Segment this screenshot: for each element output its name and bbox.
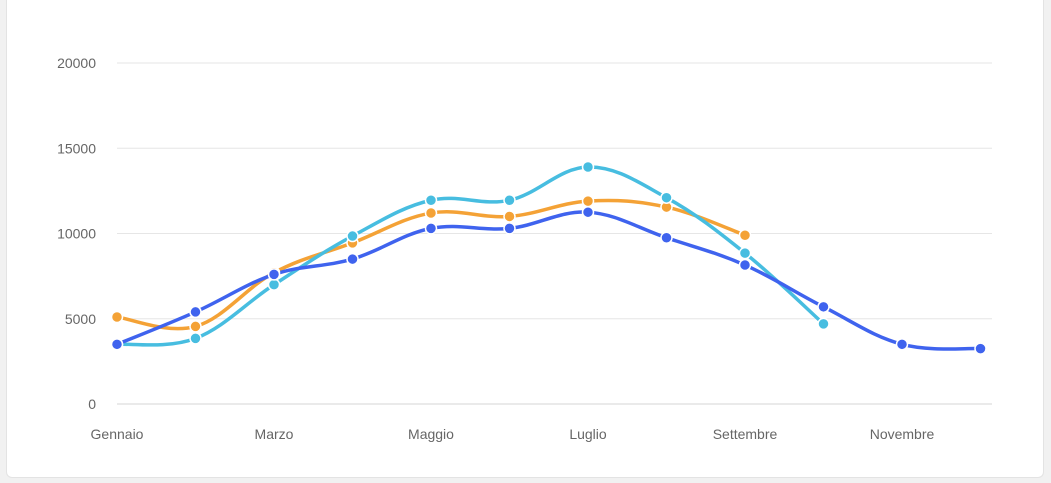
data-point[interactable]	[581, 194, 595, 208]
data-point[interactable]	[581, 205, 595, 219]
data-point[interactable]	[424, 194, 438, 207]
data-point[interactable]	[267, 278, 281, 291]
y-tick-label: 10000	[57, 226, 96, 242]
data-point[interactable]	[110, 310, 124, 324]
y-axis-labels: 0 5000 10000 15000 20000	[57, 55, 96, 412]
chart-card	[6, 0, 1044, 478]
x-tick-label: Gennaio	[91, 426, 144, 442]
data-point[interactable]	[189, 332, 202, 345]
data-point[interactable]	[267, 268, 281, 281]
data-point[interactable]	[503, 194, 516, 207]
data-point[interactable]	[660, 191, 673, 204]
data-point[interactable]	[738, 258, 752, 272]
y-tick-label: 15000	[57, 140, 96, 156]
data-point[interactable]	[581, 160, 595, 174]
x-tick-label: Luglio	[569, 426, 607, 442]
series-lines	[115, 165, 983, 351]
x-tick-label: Marzo	[255, 426, 294, 442]
series-line-3	[115, 210, 983, 351]
series-points	[110, 160, 987, 355]
data-point[interactable]	[974, 342, 987, 355]
data-point[interactable]	[424, 222, 438, 235]
data-point[interactable]	[424, 206, 438, 220]
y-tick-label: 20000	[57, 55, 96, 71]
data-point[interactable]	[660, 231, 673, 245]
data-point[interactable]	[189, 305, 202, 319]
x-tick-label: Maggio	[408, 426, 454, 442]
data-point[interactable]	[503, 222, 516, 235]
x-axis-labels: Gennaio Marzo Maggio Luglio Settembre Novembr…	[91, 426, 935, 442]
data-point[interactable]	[817, 300, 830, 314]
data-point[interactable]	[503, 210, 516, 223]
y-tick-label: 0	[88, 396, 96, 412]
x-tick-label: Settembre	[713, 426, 778, 442]
series-line-1	[115, 198, 747, 331]
y-tick-label: 5000	[65, 311, 96, 327]
data-point[interactable]	[895, 338, 909, 351]
grid-lines	[117, 62, 992, 405]
data-point[interactable]	[817, 317, 830, 331]
data-point[interactable]	[346, 229, 359, 243]
series-line-2	[115, 165, 826, 347]
data-point[interactable]	[738, 228, 752, 242]
data-point[interactable]	[738, 246, 752, 260]
x-tick-label: Novembre	[870, 426, 935, 442]
data-point[interactable]	[346, 252, 359, 266]
data-point[interactable]	[189, 320, 202, 333]
data-point[interactable]	[110, 338, 124, 351]
